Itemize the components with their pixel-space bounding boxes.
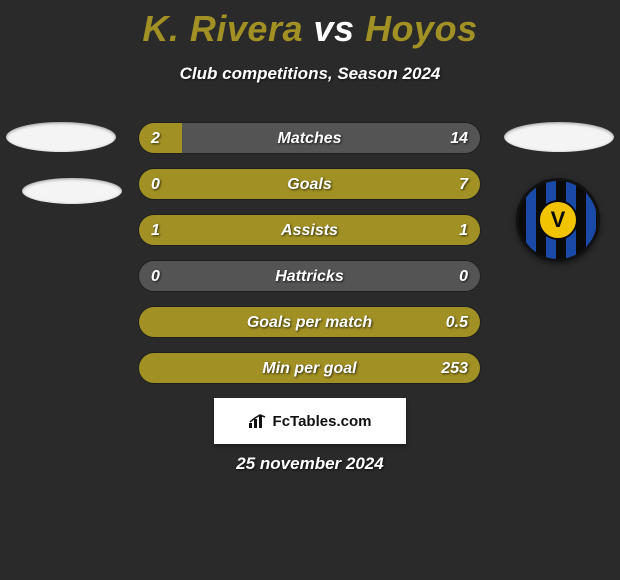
stat-value-right: 7 xyxy=(459,169,468,200)
stat-row: Goals per match0.5 xyxy=(138,306,481,338)
stat-label: Hattricks xyxy=(139,261,480,292)
date-text: 25 november 2024 xyxy=(0,454,620,474)
stat-value-right: 0.5 xyxy=(446,307,468,338)
brand-footer: FcTables.com xyxy=(214,398,406,444)
stat-value-right: 0 xyxy=(459,261,468,292)
player1-badge-placeholder-2 xyxy=(22,178,122,204)
stat-value-right: 253 xyxy=(441,353,468,384)
stat-value-right: 1 xyxy=(459,215,468,246)
stat-row: 0Goals7 xyxy=(138,168,481,200)
stat-rows: 2Matches140Goals71Assists10Hattricks0Goa… xyxy=(138,122,481,398)
stat-label: Goals xyxy=(139,169,480,200)
player2-name: Hoyos xyxy=(365,8,478,49)
crest-letter: V xyxy=(538,200,578,240)
page-title: K. Rivera vs Hoyos xyxy=(0,0,620,50)
stat-row: 2Matches14 xyxy=(138,122,481,154)
stat-label: Matches xyxy=(139,123,480,154)
stat-row: Min per goal253 xyxy=(138,352,481,384)
player2-club-crest: V xyxy=(516,178,600,262)
stat-row: 0Hattricks0 xyxy=(138,260,481,292)
player1-badge-placeholder xyxy=(6,122,116,152)
stat-label: Assists xyxy=(139,215,480,246)
stat-label: Min per goal xyxy=(139,353,480,384)
stat-value-right: 14 xyxy=(450,123,468,154)
brand-text: FcTables.com xyxy=(273,413,372,430)
comparison-card: K. Rivera vs Hoyos Club competitions, Se… xyxy=(0,0,620,580)
player1-name: K. Rivera xyxy=(142,8,303,49)
stat-label: Goals per match xyxy=(139,307,480,338)
vs-text: vs xyxy=(314,8,355,49)
stat-row: 1Assists1 xyxy=(138,214,481,246)
player2-badge-placeholder xyxy=(504,122,614,152)
brand-icon xyxy=(249,414,267,428)
subtitle: Club competitions, Season 2024 xyxy=(0,64,620,84)
